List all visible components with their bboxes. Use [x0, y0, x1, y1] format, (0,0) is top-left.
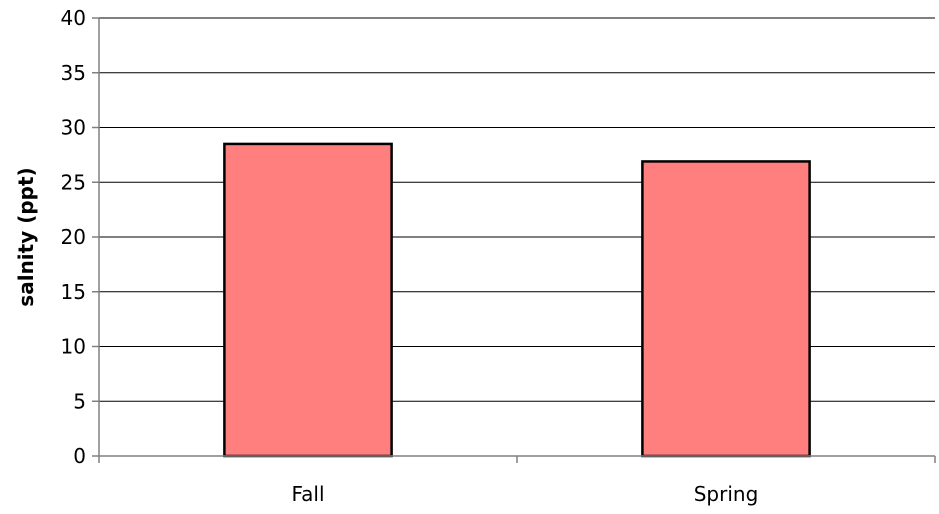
y-tick-label-15: 15	[61, 280, 86, 304]
y-tick-label-0: 0	[73, 444, 86, 468]
bars	[223, 142, 811, 458]
y-tick-label-5: 5	[73, 389, 86, 413]
x-tick-label-fall: Fall	[291, 482, 324, 506]
y-tick-label-25: 25	[61, 170, 86, 194]
y-tick-label-10: 10	[61, 335, 86, 359]
y-axis-title: salnity (ppt)	[14, 167, 38, 306]
bar-fall	[223, 142, 393, 458]
y-tick-label-30: 30	[61, 116, 86, 140]
y-tick-label-35: 35	[61, 61, 86, 85]
axes	[92, 17, 936, 463]
y-tick-label-40: 40	[61, 6, 86, 30]
bar-spring	[641, 160, 811, 458]
y-tick-label-20: 20	[61, 225, 86, 249]
x-tick-label-spring: Spring	[694, 482, 759, 506]
x-tick-labels: Fall Spring	[291, 482, 758, 506]
y-tick-labels: 0 5 10 15 20 25 30 35 40	[61, 6, 86, 468]
